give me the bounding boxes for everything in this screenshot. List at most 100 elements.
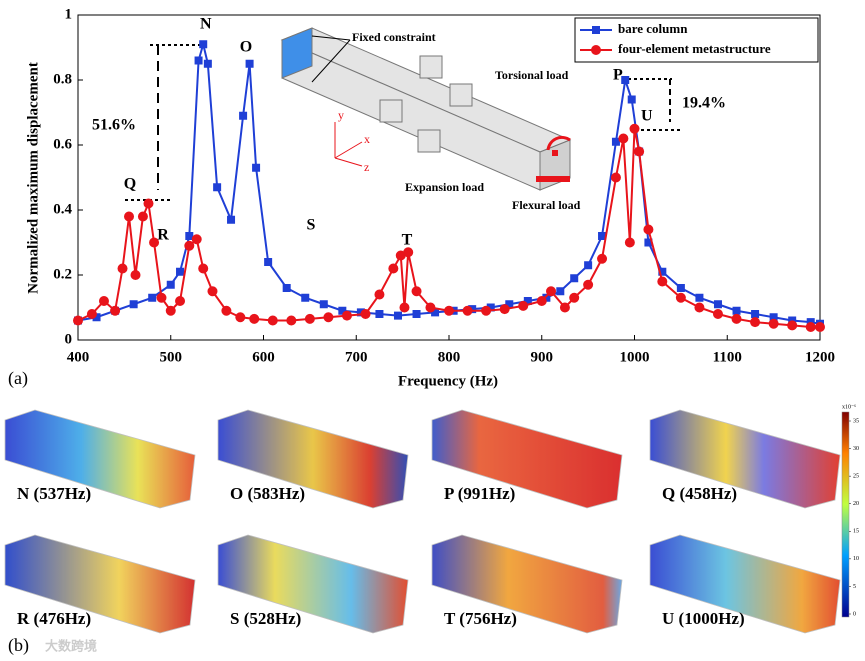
plot-frame: [77, 14, 821, 341]
marker: [499, 304, 510, 315]
mode-shape: [431, 409, 623, 509]
marker: [124, 211, 135, 222]
marker: [282, 284, 291, 292]
panel-label: N (537Hz): [17, 484, 91, 503]
marker: [597, 253, 608, 264]
panel-tag: (a): [8, 368, 28, 389]
marker: [523, 297, 532, 305]
legend-marker: [592, 26, 600, 34]
marker: [323, 312, 334, 323]
colorbar-tick-label: 5: [853, 584, 856, 590]
marker: [695, 293, 704, 302]
marker: [341, 310, 352, 321]
marker: [338, 306, 347, 315]
legend-label: four-element metastructure: [618, 41, 771, 56]
peak-label: U: [641, 108, 653, 125]
mode-shape: [4, 409, 196, 509]
marker: [629, 123, 640, 134]
inset-diagram: [280, 27, 572, 191]
marker: [245, 59, 254, 68]
marker: [213, 183, 222, 192]
marker: [137, 211, 148, 222]
marker: [425, 302, 436, 313]
marker: [239, 111, 248, 120]
mode-shape: [217, 409, 409, 509]
mode-shape: [649, 409, 841, 509]
marker: [110, 305, 121, 316]
marker: [481, 305, 492, 316]
marker: [375, 310, 384, 318]
x-tick-label: 500: [160, 349, 183, 365]
panel-label: S (528Hz): [230, 609, 301, 628]
marker: [235, 312, 246, 323]
marker: [569, 292, 580, 303]
marker: [393, 311, 402, 320]
marker: [73, 315, 83, 326]
legend: [574, 17, 819, 63]
colorbar-tick-label: 35: [853, 418, 859, 424]
marker: [598, 232, 607, 240]
mode-shape: [431, 534, 623, 634]
marker: [149, 237, 160, 248]
panel-tag: (b): [8, 635, 29, 656]
marker: [221, 305, 232, 316]
marker: [768, 318, 779, 329]
marker: [675, 292, 686, 303]
peak-label: Q: [124, 176, 136, 193]
marker: [658, 267, 667, 276]
y-axis-label: Normalized maximum displacement: [25, 62, 41, 294]
marker: [203, 59, 212, 68]
marker: [694, 302, 705, 313]
marker: [374, 289, 385, 300]
marker: [117, 263, 128, 274]
mode-shape: [649, 534, 841, 634]
mode-shape: [217, 534, 409, 634]
inset-label: Fixed constraint: [352, 30, 436, 44]
panel-label: P (991Hz): [444, 484, 515, 503]
marker: [559, 302, 570, 313]
x-tick-label: 400: [67, 349, 90, 365]
x-tick-label: 1100: [713, 349, 742, 365]
marker: [486, 303, 495, 312]
legend-marker: [591, 45, 601, 55]
panel-label: U (1000Hz): [662, 609, 745, 628]
legend-label: bare column: [618, 21, 688, 36]
y-tick-label: 0: [65, 331, 73, 347]
colorbar-tick-label: 25: [853, 474, 859, 480]
marker: [644, 238, 653, 247]
x-tick-label: 800: [438, 349, 461, 365]
marker: [198, 263, 209, 274]
marker: [264, 258, 273, 266]
marker: [286, 315, 297, 326]
marker: [769, 313, 778, 322]
x-tick-label: 600: [252, 349, 275, 365]
marker: [624, 237, 635, 248]
marker: [301, 293, 310, 302]
colorbar-tick-label: 15: [853, 529, 859, 535]
x-tick-label: 1200: [805, 349, 835, 365]
marker: [304, 313, 315, 324]
mode-shape: [4, 534, 196, 634]
marker: [130, 270, 141, 280]
marker: [676, 284, 685, 292]
marker: [627, 95, 636, 104]
colorbar-tick-label: 30: [853, 446, 859, 452]
watermark: 大数跨境: [45, 639, 97, 655]
marker: [388, 263, 399, 274]
colorbar-tick-label: 10: [853, 556, 859, 562]
panel-label: R (476Hz): [17, 609, 91, 628]
marker: [750, 317, 761, 328]
marker: [98, 296, 109, 306]
x-axis-label: Frequency (Hz): [398, 373, 498, 389]
marker: [360, 309, 371, 319]
marker: [546, 286, 557, 297]
peak-label: N: [200, 16, 212, 33]
marker: [462, 305, 473, 316]
marker: [583, 279, 594, 290]
peak-label: S: [307, 217, 316, 234]
marker: [184, 240, 195, 251]
inset-label: Flexural load: [512, 198, 581, 212]
y-tick-label: 1: [65, 6, 73, 22]
marker: [444, 305, 454, 316]
marker: [176, 267, 185, 276]
